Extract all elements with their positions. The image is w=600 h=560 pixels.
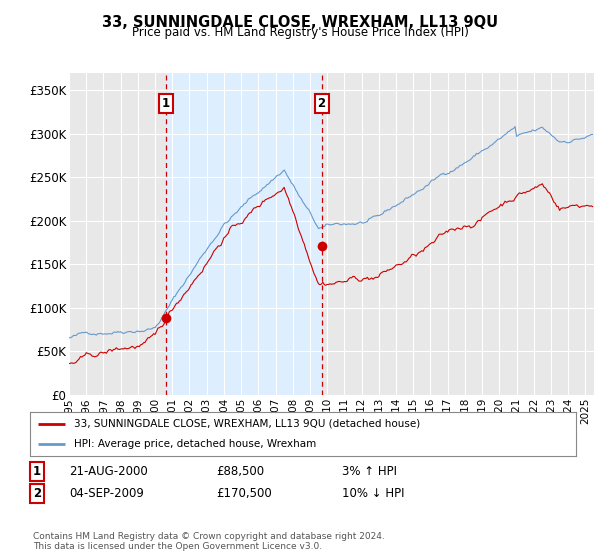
Text: 3% ↑ HPI: 3% ↑ HPI: [342, 465, 397, 478]
Text: 10% ↓ HPI: 10% ↓ HPI: [342, 487, 404, 501]
Text: 33, SUNNINGDALE CLOSE, WREXHAM, LL13 9QU (detached house): 33, SUNNINGDALE CLOSE, WREXHAM, LL13 9QU…: [74, 419, 420, 429]
Text: £88,500: £88,500: [216, 465, 264, 478]
Text: 04-SEP-2009: 04-SEP-2009: [69, 487, 144, 501]
Text: 33, SUNNINGDALE CLOSE, WREXHAM, LL13 9QU: 33, SUNNINGDALE CLOSE, WREXHAM, LL13 9QU: [102, 15, 498, 30]
Text: 2: 2: [33, 487, 41, 501]
Text: Contains HM Land Registry data © Crown copyright and database right 2024.
This d: Contains HM Land Registry data © Crown c…: [33, 532, 385, 552]
Bar: [166, 73, 322, 395]
Text: 21-AUG-2000: 21-AUG-2000: [69, 465, 148, 478]
Text: 2: 2: [317, 97, 326, 110]
Text: 1: 1: [162, 97, 170, 110]
Text: HPI: Average price, detached house, Wrexham: HPI: Average price, detached house, Wrex…: [74, 439, 316, 449]
Text: £170,500: £170,500: [216, 487, 272, 501]
Text: Price paid vs. HM Land Registry's House Price Index (HPI): Price paid vs. HM Land Registry's House …: [131, 26, 469, 39]
Text: 1: 1: [33, 465, 41, 478]
